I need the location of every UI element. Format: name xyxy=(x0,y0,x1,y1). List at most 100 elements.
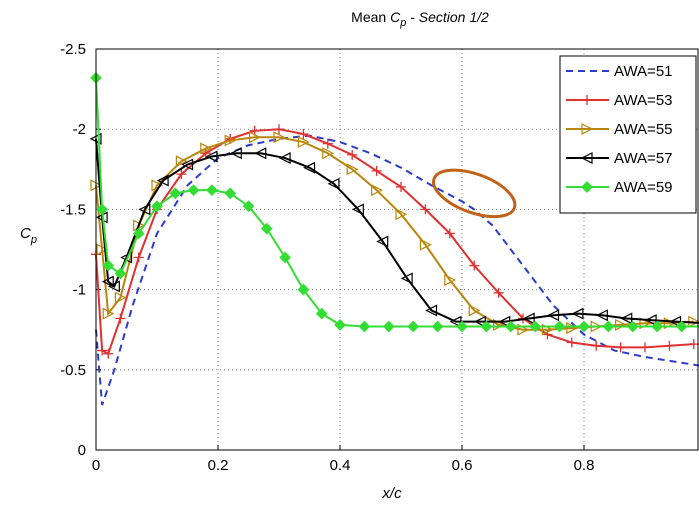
data-point xyxy=(529,320,542,333)
x-tick-label: 0 xyxy=(92,457,100,474)
data-point xyxy=(206,184,218,197)
data-point xyxy=(274,124,284,135)
data-point xyxy=(664,340,675,351)
legend-marker xyxy=(581,123,594,135)
data-point xyxy=(334,319,346,331)
data-point xyxy=(322,138,333,149)
y-tick-label: -2 xyxy=(73,121,86,138)
data-point xyxy=(315,307,328,320)
legend-entry: AWA=57 xyxy=(566,150,673,167)
data-point xyxy=(566,337,577,348)
data-point xyxy=(498,315,511,328)
data-point xyxy=(376,235,389,248)
data-point xyxy=(602,320,615,333)
data-point xyxy=(151,179,164,192)
data-point xyxy=(504,320,517,333)
data-point xyxy=(225,133,236,144)
data-point xyxy=(303,161,316,174)
data-point xyxy=(224,187,237,200)
data-point xyxy=(371,184,383,197)
annotations xyxy=(432,168,517,219)
data-point xyxy=(688,339,699,350)
data-point xyxy=(229,147,242,160)
y-tick-label: 0 xyxy=(78,442,86,459)
series-awa-59 xyxy=(90,72,699,333)
data-point xyxy=(249,131,261,144)
data-point xyxy=(444,274,457,286)
data-point xyxy=(644,314,657,327)
data-point xyxy=(298,129,309,140)
data-point xyxy=(346,163,359,176)
data-point xyxy=(626,320,639,333)
data-point xyxy=(297,136,310,149)
axis-ticks: 0 0.2 0.4 0.6 0.8 0 -0.5 -1 -1.5 -2 -2.5 xyxy=(60,41,594,474)
legend-marker xyxy=(582,95,592,105)
series-awa-51 xyxy=(95,134,699,406)
data-point xyxy=(279,251,291,264)
plot-frame xyxy=(95,48,699,451)
data-point xyxy=(156,174,169,187)
data-point xyxy=(96,203,108,216)
data-point xyxy=(469,260,480,271)
data-point xyxy=(396,181,406,192)
y-axis-label: Cp xyxy=(20,225,37,246)
data-point xyxy=(133,252,144,263)
legend-label: AWA=53 xyxy=(614,92,673,109)
data-point xyxy=(278,152,291,165)
series-line xyxy=(95,138,699,324)
data-point xyxy=(132,227,145,240)
legend-entry: AWA=53 xyxy=(566,92,673,109)
y-tick-label: -2.5 xyxy=(60,41,86,58)
data-point xyxy=(273,131,286,144)
x-tick-label: 0.2 xyxy=(208,457,229,474)
data-point xyxy=(176,169,187,180)
data-point xyxy=(449,315,462,328)
data-point xyxy=(395,208,408,221)
data-point xyxy=(371,165,382,176)
data-point xyxy=(327,177,340,190)
data-point xyxy=(351,203,364,216)
data-point xyxy=(480,320,493,333)
series-awa-57 xyxy=(89,132,699,328)
data-point xyxy=(620,312,633,325)
data-point xyxy=(547,309,560,322)
series-awa-53 xyxy=(91,124,699,359)
data-point xyxy=(358,320,371,333)
legend-entry: AWA=59 xyxy=(566,179,673,196)
data-point xyxy=(400,272,413,285)
data-point xyxy=(640,342,650,353)
legend-label: AWA=51 xyxy=(614,63,673,80)
data-point xyxy=(242,200,255,213)
data-point xyxy=(151,200,163,213)
data-point xyxy=(493,287,504,298)
data-point xyxy=(107,280,120,293)
y-tick-label: -0.5 xyxy=(60,362,86,379)
data-point xyxy=(669,315,682,328)
x-tick-label: 0.6 xyxy=(452,457,473,474)
data-point xyxy=(407,320,420,333)
series-group xyxy=(89,72,699,406)
series-line xyxy=(95,134,699,406)
data-point xyxy=(297,283,310,296)
data-point xyxy=(553,320,566,333)
data-point xyxy=(260,222,273,235)
legend-entry: AWA=51 xyxy=(566,63,673,80)
data-point xyxy=(254,147,267,160)
data-point xyxy=(187,184,200,197)
legend-label: AWA=57 xyxy=(614,150,673,167)
data-point xyxy=(425,304,438,317)
x-axis-label: x/c xyxy=(381,485,402,502)
data-point xyxy=(473,315,486,328)
data-point xyxy=(205,150,218,163)
data-point xyxy=(615,342,626,353)
data-point xyxy=(101,275,114,288)
legend-marker xyxy=(580,152,593,164)
data-point xyxy=(382,320,395,333)
data-point xyxy=(322,147,335,160)
data-point xyxy=(456,320,468,333)
legend: AWA=51 AWA=53 AWA=55 AWA=57 AWA=59 xyxy=(559,55,697,214)
data-point xyxy=(96,243,109,256)
data-point xyxy=(578,320,590,333)
annotation-ellipse xyxy=(432,168,517,219)
